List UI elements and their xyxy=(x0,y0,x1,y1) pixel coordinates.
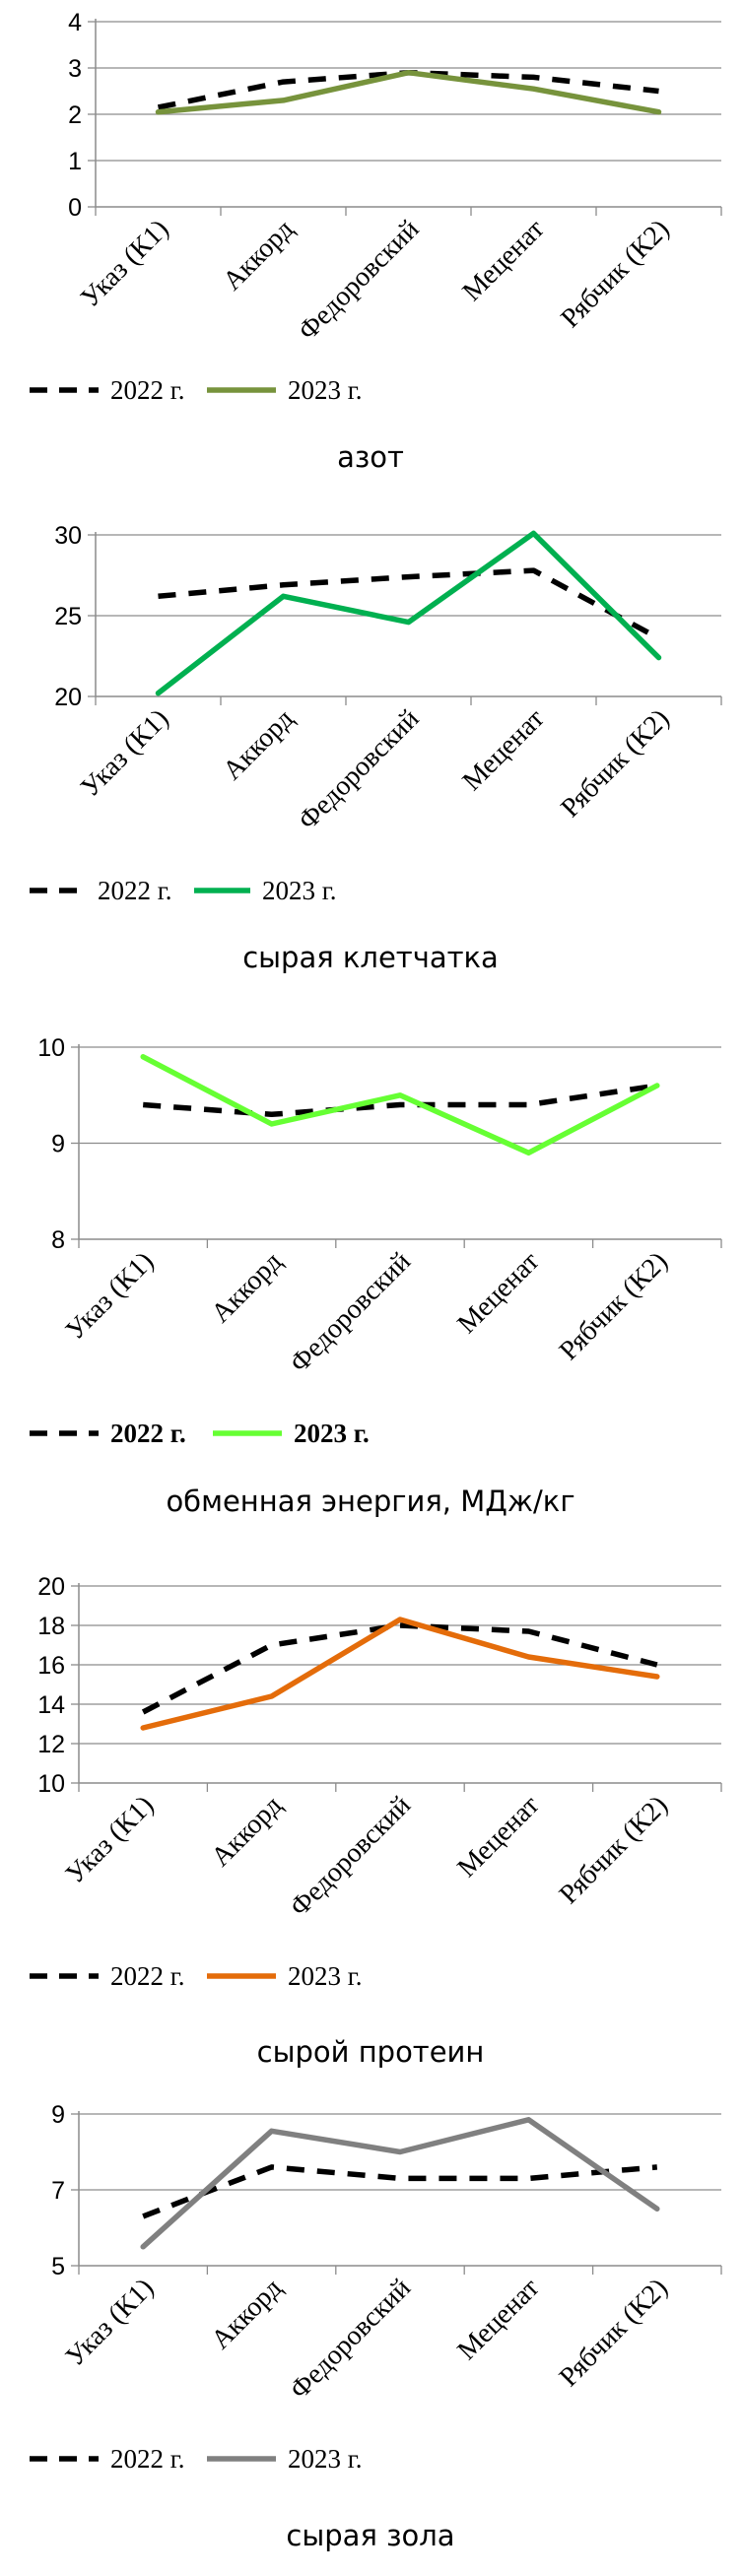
y-tick-label: 20 xyxy=(37,1573,65,1601)
y-tick-label: 14 xyxy=(37,1691,65,1719)
legend: 2022 г. 2023 г. xyxy=(30,375,363,405)
series-line-2023г xyxy=(140,1054,660,1156)
series-line-2022г xyxy=(157,69,659,110)
legend-label: 2022 г. xyxy=(110,1419,186,1448)
series-line-2023г xyxy=(155,69,662,115)
x-category-label: Рябчик (К2) xyxy=(554,1790,674,1910)
x-category-label: Аккорд xyxy=(217,214,300,297)
x-category-label: Федоровский xyxy=(293,703,426,836)
y-tick-label: 4 xyxy=(68,9,82,36)
x-category-label: Аккорд xyxy=(205,1246,288,1329)
x-category-label: Федоровский xyxy=(284,1790,417,1923)
chart-caption: сырой протеин xyxy=(257,2035,485,2069)
y-tick-label: 2 xyxy=(68,101,82,129)
x-category-label: Федоровский xyxy=(284,2273,417,2406)
x-category-label: Рябчик (К2) xyxy=(554,2273,674,2393)
legend-label: 2023 г. xyxy=(288,2444,363,2474)
y-tick-label: 12 xyxy=(37,1731,65,1758)
legend-label: 2023 г. xyxy=(288,375,363,405)
chart-caption: сырая зола xyxy=(286,2519,454,2552)
legend: 2022 г. 2023 г. xyxy=(30,876,337,905)
x-category-label: Аккорд xyxy=(205,2273,288,2355)
y-tick-label: 8 xyxy=(51,1226,65,1254)
legend-label: 2023 г. xyxy=(288,1961,363,1991)
x-category-label: Указ (К1) xyxy=(60,2273,160,2372)
y-tick-label: 20 xyxy=(54,684,82,711)
legend-label: 2022 г. xyxy=(110,1961,185,1991)
legend-label: 2023 г. xyxy=(294,1419,370,1448)
x-category-label: Федоровский xyxy=(293,214,426,347)
y-tick-label: 1 xyxy=(68,148,82,175)
series-line-2022г xyxy=(142,2164,658,2219)
legend: 2022 г. 2023 г. xyxy=(30,2444,363,2474)
legend: 2022 г. 2023 г. xyxy=(30,1419,370,1448)
chart-caption: обменная энергия, МДж/кг xyxy=(166,1485,574,1518)
x-category-label: Федоровский xyxy=(284,1246,417,1379)
x-category-label: Рябчик (К2) xyxy=(555,214,675,334)
x-category-label: Меценат xyxy=(451,2273,545,2366)
y-tick-label: 25 xyxy=(54,603,82,630)
y-tick-label: 16 xyxy=(37,1652,65,1680)
legend-label: 2022 г. xyxy=(110,375,185,405)
x-category-label: Меценат xyxy=(456,214,550,307)
x-category-label: Рябчик (К2) xyxy=(554,1246,674,1366)
y-tick-label: 0 xyxy=(68,194,82,222)
x-category-label: Аккорд xyxy=(217,703,300,786)
x-category-label: Меценат xyxy=(451,1790,545,1883)
y-tick-label: 7 xyxy=(51,2177,65,2205)
series-line-2023г xyxy=(140,1617,660,1731)
y-tick-label: 10 xyxy=(37,1034,65,1062)
y-tick-label: 18 xyxy=(37,1613,65,1640)
x-category-label: Меценат xyxy=(456,703,550,797)
series-line-2022г xyxy=(158,567,660,641)
chart-caption: азот xyxy=(337,440,404,474)
x-category-label: Указ (К1) xyxy=(60,1790,160,1889)
series-line-2022г xyxy=(141,1622,658,1715)
y-tick-label: 9 xyxy=(51,1131,65,1158)
y-tick-label: 5 xyxy=(51,2253,65,2280)
x-category-label: Меценат xyxy=(451,1246,545,1340)
x-category-label: Рябчик (К2) xyxy=(555,703,675,824)
y-tick-label: 3 xyxy=(68,55,82,83)
x-category-label: Указ (К1) xyxy=(75,214,174,313)
x-category-label: Аккорд xyxy=(205,1790,288,1873)
chart-caption: сырая клетчатка xyxy=(242,941,499,974)
y-tick-label: 30 xyxy=(54,522,82,550)
y-tick-label: 9 xyxy=(51,2101,65,2129)
legend: 2022 г. 2023 г. xyxy=(30,1961,363,1991)
legend-label: 2022 г. xyxy=(110,2444,185,2474)
legend-label: 2022 г. xyxy=(98,876,172,905)
x-category-label: Указ (К1) xyxy=(60,1246,160,1346)
x-category-label: Указ (К1) xyxy=(75,703,174,803)
y-tick-label: 10 xyxy=(37,1770,65,1798)
series-line-2023г xyxy=(140,2117,660,2250)
series-line-2023г xyxy=(155,530,662,696)
legend-label: 2023 г. xyxy=(262,876,337,905)
series-line-2022г xyxy=(142,1083,658,1118)
